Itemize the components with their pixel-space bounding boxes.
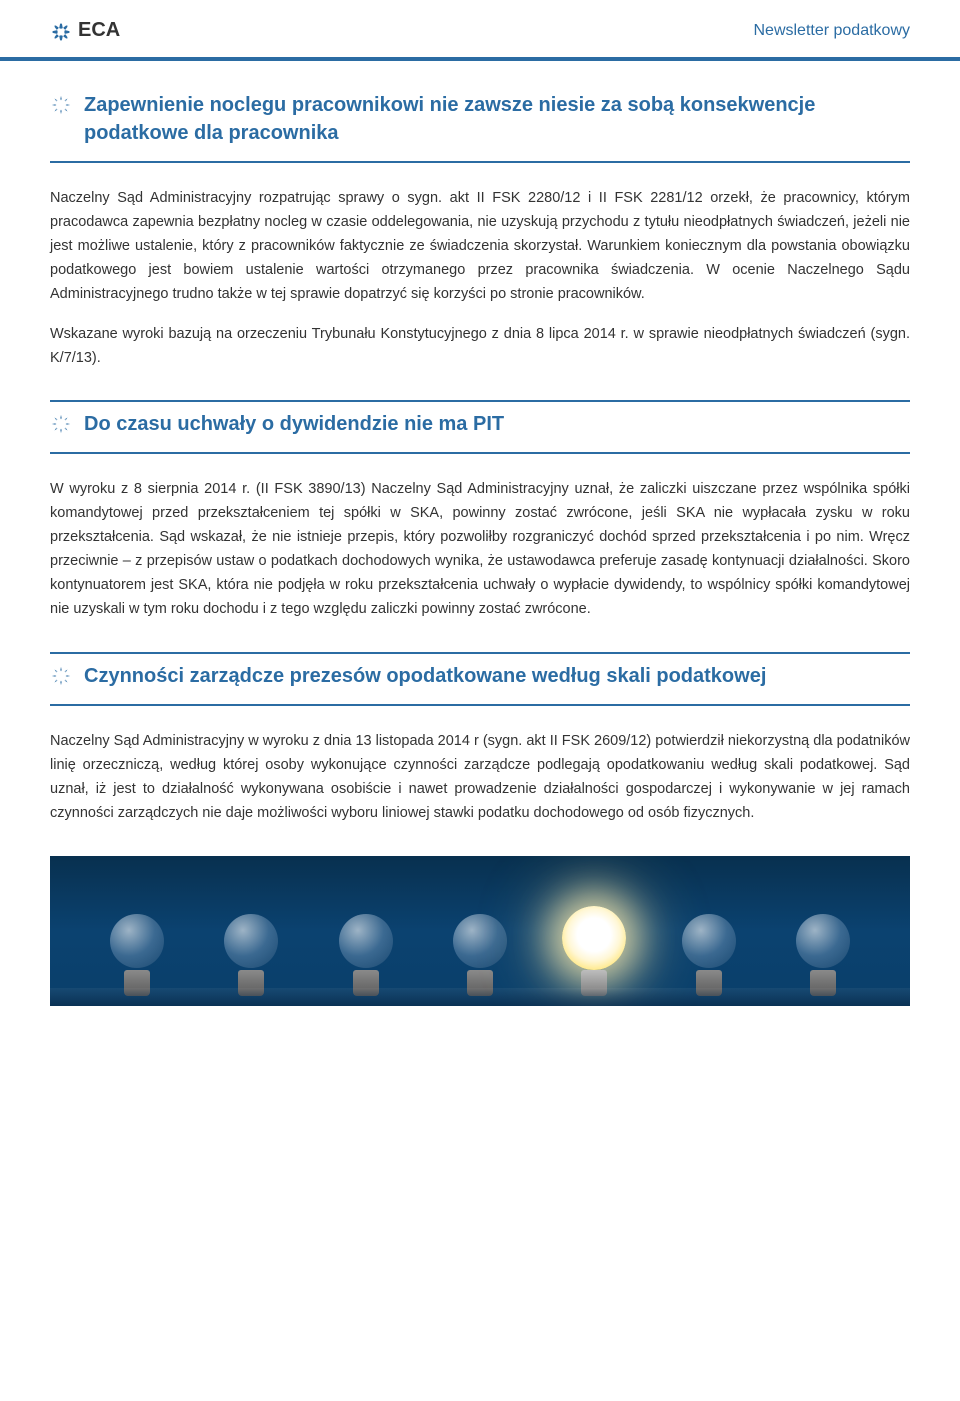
article-section: Czynności zarządcze prezesów opodatkowan… bbox=[50, 652, 910, 826]
section-body: W wyroku z 8 sierpnia 2014 r. (II FSK 38… bbox=[50, 478, 910, 622]
section-header: Czynności zarządcze prezesów opodatkowan… bbox=[50, 662, 910, 706]
article-section: Do czasu uchwały o dywidendzie nie ma PI… bbox=[50, 400, 910, 622]
lightbulb bbox=[221, 906, 281, 996]
section-bullet-icon bbox=[50, 413, 72, 435]
section-title: Zapewnienie noclegu pracownikowi nie zaw… bbox=[84, 91, 910, 147]
section-header: Do czasu uchwały o dywidendzie nie ma PI… bbox=[50, 410, 910, 454]
paragraph: Naczelny Sąd Administracyjny rozpatrując… bbox=[50, 187, 910, 307]
newsletter-label: Newsletter podatkowy bbox=[753, 22, 910, 40]
lightbulb bbox=[107, 906, 167, 996]
paragraph: W wyroku z 8 sierpnia 2014 r. (II FSK 38… bbox=[50, 478, 910, 622]
section-body: Naczelny Sąd Administracyjny rozpatrując… bbox=[50, 187, 910, 370]
section-body: Naczelny Sąd Administracyjny w wyroku z … bbox=[50, 730, 910, 826]
paragraph: Wskazane wyroki bazują na orzeczeniu Try… bbox=[50, 323, 910, 371]
section-bullet-icon bbox=[50, 665, 72, 687]
eca-logo-icon bbox=[50, 21, 72, 43]
lightbulb bbox=[450, 906, 510, 996]
logo: ECA bbox=[50, 18, 120, 43]
lightbulb bbox=[679, 906, 739, 996]
lightbulb bbox=[793, 906, 853, 996]
section-title: Do czasu uchwały o dywidendzie nie ma PI… bbox=[84, 410, 910, 438]
page-header: ECA Newsletter podatkowy bbox=[0, 0, 960, 61]
footer-lightbulb-image bbox=[50, 856, 910, 1006]
article-section: Zapewnienie noclegu pracownikowi nie zaw… bbox=[50, 91, 910, 370]
logo-text: ECA bbox=[78, 19, 120, 42]
reflection-overlay bbox=[50, 988, 910, 1006]
paragraph: Naczelny Sąd Administracyjny w wyroku z … bbox=[50, 730, 910, 826]
lightbulb bbox=[336, 906, 396, 996]
section-title: Czynności zarządcze prezesów opodatkowan… bbox=[84, 662, 910, 690]
lightbulb-lit bbox=[564, 906, 624, 996]
main-content: Zapewnienie noclegu pracownikowi nie zaw… bbox=[0, 91, 960, 1036]
section-bullet-icon bbox=[50, 94, 72, 116]
section-header: Zapewnienie noclegu pracownikowi nie zaw… bbox=[50, 91, 910, 163]
